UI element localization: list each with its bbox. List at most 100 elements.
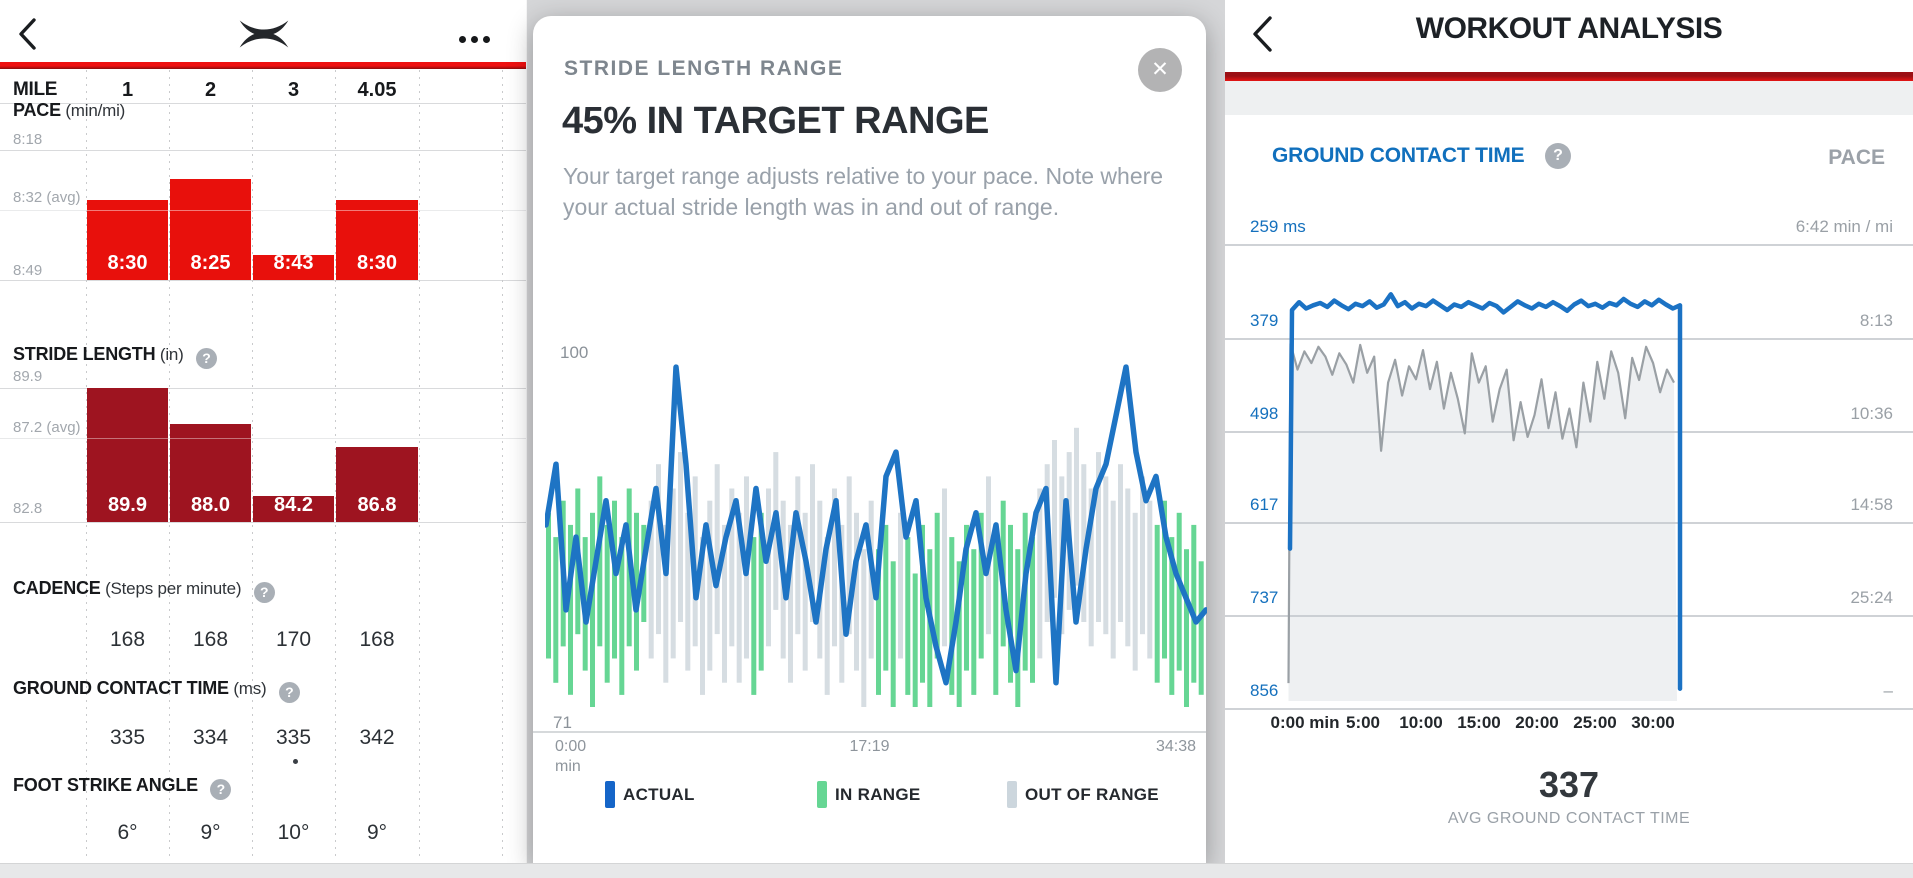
pace-axis-label: 25:24	[1850, 588, 1893, 607]
modal-xaxis-start-unit: min	[555, 758, 581, 775]
pace-axis-label: 14:58	[1850, 495, 1893, 514]
metric-value: 9°	[366, 821, 388, 844]
red-divider	[0, 62, 527, 69]
pace-bar	[87, 200, 168, 280]
mile-value: 2	[204, 79, 217, 101]
modal-xaxis-end: 34:38	[1155, 738, 1196, 755]
mile-header: MILE	[13, 79, 58, 100]
gridline	[0, 388, 527, 389]
cadence-help-icon[interactable]: ?	[253, 582, 275, 603]
section-divider	[1225, 81, 1913, 115]
gridline	[0, 103, 527, 104]
gct-help-icon[interactable]: ?	[278, 682, 300, 703]
modal-xaxis-mid: 17:19	[849, 738, 890, 755]
metric-value: 6°	[117, 821, 138, 844]
modal-description: Your target range adjusts relative to yo…	[563, 163, 1164, 220]
modal-xaxis-start: 0:00	[555, 738, 587, 755]
stride-section-title: STRIDE LENGTH (in) ?	[13, 344, 218, 369]
metric-value: 168	[192, 628, 229, 651]
time-axis-label: 0:00 min	[1270, 713, 1340, 732]
gct-series-label: GROUND CONTACT TIME	[1272, 144, 1525, 167]
stride-bar	[170, 423, 251, 522]
time-axis-label: 5:00	[1345, 713, 1381, 732]
pace-axis-bottom: 8:49	[13, 262, 43, 279]
back-chevron-icon[interactable]	[14, 14, 42, 54]
out-of-range-swatch-icon	[1007, 781, 1017, 808]
pace-bar-label: 8:43	[273, 252, 314, 274]
pace-bar	[336, 200, 418, 280]
pace-bar-label: 8:30	[107, 252, 148, 274]
gct-axis-label: 259 ms	[1250, 217, 1306, 236]
workout-analysis-screen: WORKOUT ANALYSIS GROUND CONTACT TIME ? P…	[1225, 0, 1913, 877]
gct-axis-label: 617	[1250, 495, 1279, 514]
metric-value: 10°	[277, 821, 310, 844]
gct-axis-label: 737	[1250, 588, 1279, 607]
pace-section-title: PACE (min/mi)	[13, 100, 126, 120]
pace-avg-line	[0, 210, 527, 211]
metric-value: 335	[109, 726, 146, 749]
pace-axis-label: 10:36	[1850, 404, 1893, 423]
gct-help-icon[interactable]: ?	[1545, 143, 1571, 169]
time-axis-label: 10:00	[1399, 713, 1443, 732]
time-axis-label: 15:00	[1457, 713, 1501, 732]
metric-value: 9°	[200, 821, 221, 844]
gct-pace-line-chart	[1225, 186, 1913, 746]
avg-gct-label: AVG GROUND CONTACT TIME	[1447, 810, 1691, 827]
metric-value: 334	[192, 726, 229, 749]
column-guide	[502, 70, 503, 856]
modal-overlay-background: STRIDE LENGTH RANGE ✕ 45% IN TARGET RANG…	[527, 0, 1225, 877]
bottom-strip	[0, 863, 1913, 878]
back-chevron-icon[interactable]	[1247, 12, 1279, 56]
cadence-section-title: CADENCE (Steps per minute) ?	[13, 578, 275, 603]
pace-axis-label: –	[1883, 681, 1893, 700]
pace-bar-label: 8:30	[356, 252, 398, 274]
mile-value: 4.05	[357, 79, 397, 101]
modal-axis-line	[533, 731, 1206, 733]
stride-axis-top: 89.9	[13, 368, 43, 385]
pace-bar-label: 8:25	[190, 252, 231, 274]
page-title: WORKOUT ANALYSIS	[1415, 12, 1723, 45]
pace-axis-label: 6:42 min / mi	[1795, 217, 1893, 236]
column-guide	[86, 70, 87, 856]
modal-title: STRIDE LENGTH RANGE	[564, 57, 844, 80]
modal-yaxis-max: 100	[560, 343, 589, 362]
gridline	[0, 438, 527, 439]
column-guide	[169, 70, 170, 856]
stride-bar-label: 89.9	[108, 494, 147, 516]
pace-axis-label: 8:13	[1859, 311, 1893, 330]
gridline	[0, 150, 527, 151]
overflow-menu-icon[interactable]	[459, 30, 499, 43]
stride-bar-label: 88.0	[191, 494, 230, 516]
column-guide	[419, 70, 420, 856]
in-range-swatch-icon	[817, 781, 827, 808]
stride-bar	[87, 388, 168, 522]
pace-series-label: PACE	[1828, 146, 1885, 169]
stride-axis-bottom: 82.8	[13, 500, 43, 517]
gridline	[0, 280, 527, 281]
metric-value: 168	[359, 628, 395, 651]
metric-value: 170	[275, 628, 312, 651]
stride-bar-label: 86.8	[357, 494, 397, 516]
close-icon[interactable]: ✕	[1138, 48, 1182, 92]
pace-axis-avg: 8:32 (avg)	[13, 189, 81, 206]
metric-value: 168	[109, 628, 146, 651]
stride-avg-line	[0, 438, 527, 439]
gridline	[0, 522, 527, 523]
time-axis-label: 25:00	[1573, 713, 1617, 732]
modal-heading: 45% IN TARGET RANGE	[562, 100, 989, 142]
foot-strike-section-title: FOOT STRIKE ANGLE ?	[13, 775, 232, 800]
avg-gct-value: 337	[1538, 764, 1600, 805]
pace-bar	[253, 254, 334, 280]
gridline	[0, 210, 527, 211]
stride-range-chart	[543, 353, 1209, 725]
stride-help-icon[interactable]: ?	[196, 348, 218, 369]
pace-axis-top: 8:18	[13, 131, 43, 148]
actual-swatch-icon	[605, 781, 615, 808]
column-guide	[252, 70, 253, 856]
gct-axis-label: 498	[1250, 404, 1279, 423]
under-armour-logo-icon	[239, 20, 289, 48]
gct-footnote-dot	[293, 759, 298, 764]
pace-bar	[170, 179, 251, 280]
time-axis-label: 20:00	[1515, 713, 1559, 732]
foot-strike-help-icon[interactable]: ?	[210, 779, 232, 800]
